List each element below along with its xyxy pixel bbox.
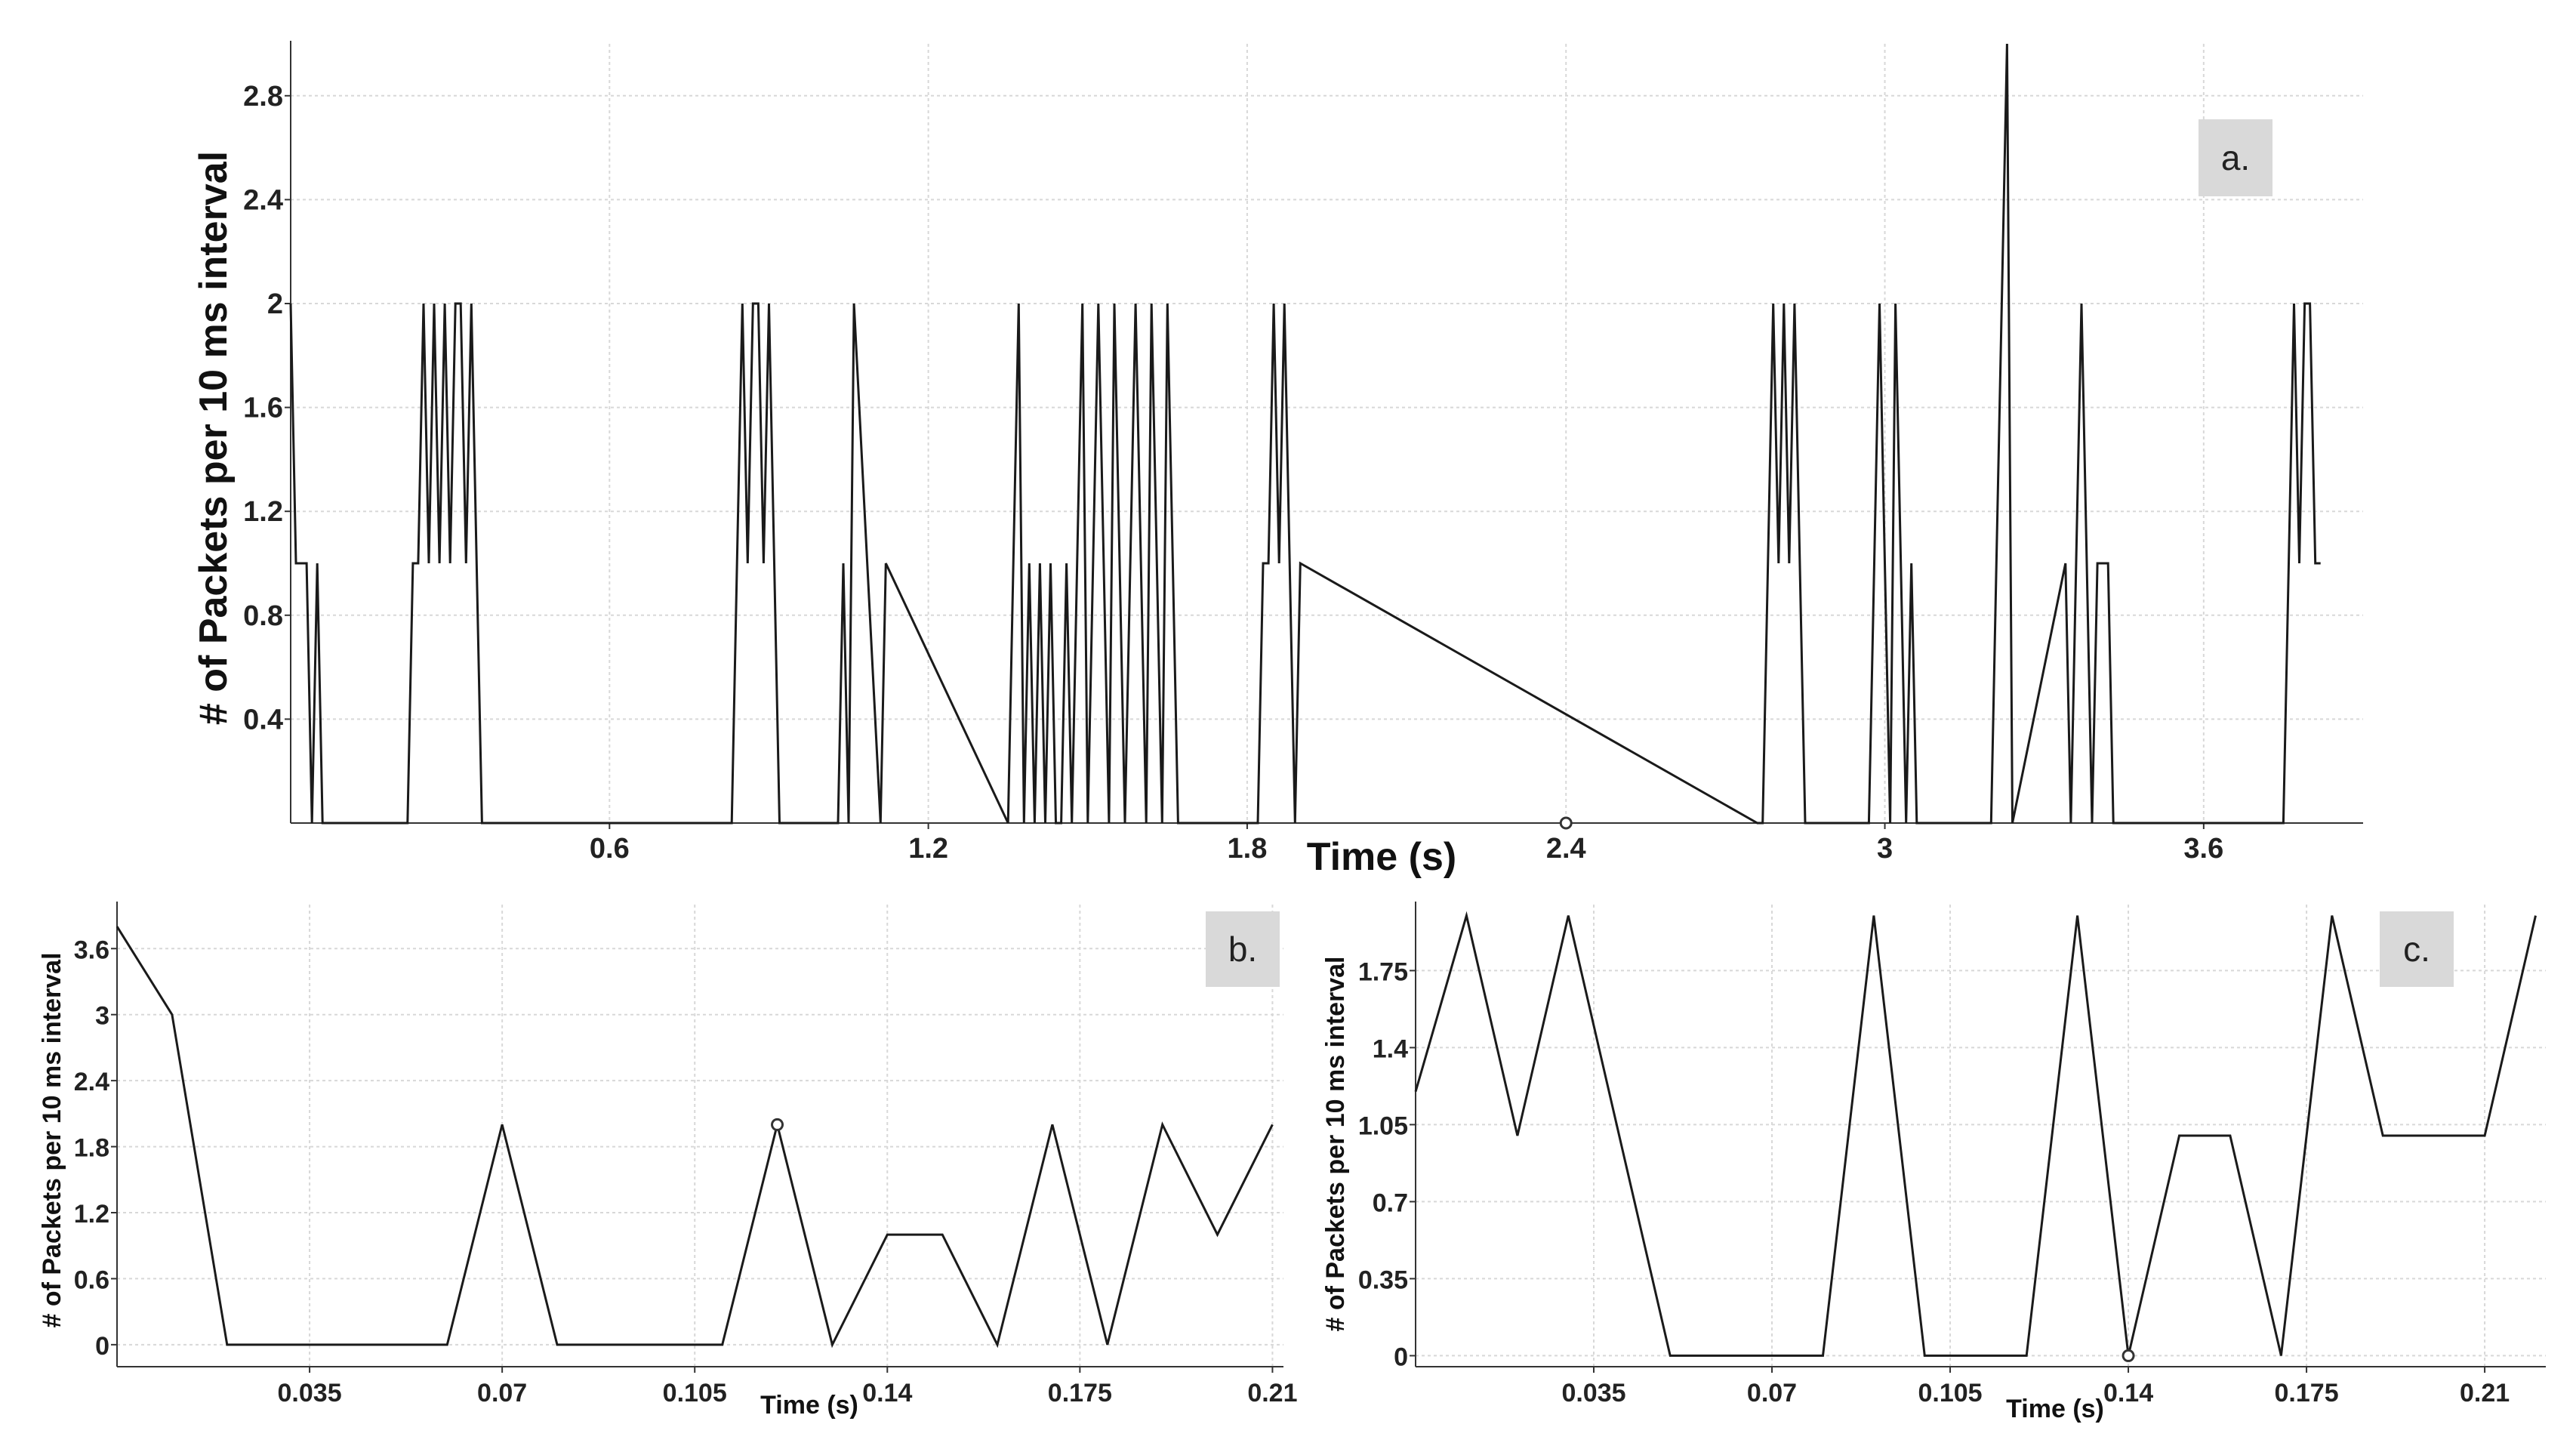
y-tick-label: 1.4: [1373, 1034, 1408, 1063]
ticks-a: 0.6 1.2 1.8 2.4 3 3.6 0.4 0.8 1.2 1.6 2 2.4 2.8: [243, 81, 2223, 865]
panel-label-c: c.: [2403, 930, 2430, 969]
y-tick-label: 2: [267, 288, 283, 320]
y-tick-label: 0.35: [1358, 1266, 1408, 1294]
chart-panel-a: 0.6 1.2 1.8 2.4 3 3.6 0.4 0.8 1.2 1.6 2 2.4 2.8 Time…: [192, 41, 2363, 879]
panel-label-bg-a: [2199, 119, 2272, 196]
y-tick-label: 0.4: [243, 704, 283, 735]
y-tick-label: 1.75: [1358, 957, 1408, 986]
data-point-marker-b: [771, 1118, 784, 1131]
grid-b: [117, 905, 1283, 1367]
series-line-b: [116, 926, 1274, 1349]
x-tick-label: 0.6: [590, 833, 630, 865]
y-axis-title-b: # of Packets per 10 ms interval: [38, 952, 66, 1327]
chart-panel-b: 0.035 0.07 0.105 0.14 0.175 0.21 0 0.6 1.2 1.8 2.4…: [38, 902, 1298, 1420]
x-tick-label: 0.21: [2460, 1379, 2510, 1407]
axes-b: [111, 902, 1283, 1373]
y-tick-label: 1.05: [1358, 1111, 1408, 1140]
data-point-marker-a: [1559, 816, 1573, 830]
y-tick-label: 1.8: [74, 1134, 109, 1163]
x-tick-label: 3.6: [2183, 833, 2223, 865]
data-point-marker-c: [2122, 1349, 2135, 1362]
x-tick-label: 0.14: [2103, 1379, 2153, 1407]
x-tick-label: 0.07: [477, 1379, 527, 1407]
y-tick-label: 0.8: [243, 600, 283, 632]
y-tick-label: 3: [95, 1002, 109, 1031]
x-tick-label: 0.035: [278, 1379, 342, 1407]
panel-label-a: a.: [2221, 138, 2250, 177]
y-tick-label: 1.6: [243, 393, 283, 424]
x-tick-label: 0.105: [663, 1379, 727, 1407]
y-tick-label: 2.4: [74, 1068, 109, 1096]
series-line-c: [1414, 911, 2537, 1357]
chart-panel-c: 0.035 0.07 0.105 0.14 0.175 0.21 0 0.35 0.7 1.05 1…: [1321, 902, 2546, 1423]
y-tick-label: 2.8: [243, 81, 283, 113]
panel-label-bg-c: [2380, 911, 2454, 987]
x-tick-label: 1.2: [908, 833, 948, 865]
y-axis-title-a: # of Packets per 10 ms interval: [192, 151, 236, 725]
x-tick-label: 0.21: [1247, 1379, 1297, 1407]
x-tick-label: 0.035: [1561, 1379, 1625, 1407]
axes-c: [1410, 902, 2546, 1373]
y-tick-label: 2.4: [243, 184, 283, 216]
panel-label-bg-b: [1206, 911, 1280, 987]
y-tick-label: 0: [1394, 1343, 1408, 1371]
x-tick-label: 3: [1877, 833, 1893, 865]
series-line-a: [289, 43, 2321, 825]
panel-label-b: b.: [1228, 930, 1257, 969]
ticks-c: 0.035 0.07 0.105 0.14 0.175 0.21 0 0.35 0.7 1.05 1…: [1358, 957, 2510, 1407]
axes-a: [285, 41, 2363, 829]
x-axis-title-c: Time (s): [2006, 1395, 2104, 1423]
x-tick-label: 1.8: [1228, 833, 1268, 865]
ticks-b: 0.035 0.07 0.105 0.14 0.175 0.21 0 0.6 1.2 1.8 2.4…: [74, 936, 1298, 1407]
x-tick-label: 2.4: [1546, 833, 1586, 865]
x-axis-title-b: Time (s): [760, 1391, 858, 1420]
y-tick-label: 1.2: [243, 496, 283, 528]
x-tick-label: 0.175: [2275, 1379, 2339, 1407]
x-tick-label: 0.105: [1918, 1379, 1982, 1407]
y-tick-label: 0.6: [74, 1266, 109, 1294]
y-tick-label: 1.2: [74, 1200, 109, 1229]
x-tick-label: 0.14: [862, 1379, 912, 1407]
y-tick-label: 0: [95, 1332, 109, 1361]
grid-c: [1416, 905, 2546, 1367]
x-tick-label: 0.175: [1048, 1379, 1112, 1407]
x-tick-label: 0.07: [1747, 1379, 1797, 1407]
y-tick-label: 0.7: [1373, 1188, 1408, 1217]
y-axis-title-c: # of Packets per 10 ms interval: [1321, 956, 1350, 1331]
y-tick-label: 3.6: [74, 936, 109, 964]
x-axis-title-a: Time (s): [1307, 835, 1456, 879]
grid-a: [291, 44, 2363, 823]
